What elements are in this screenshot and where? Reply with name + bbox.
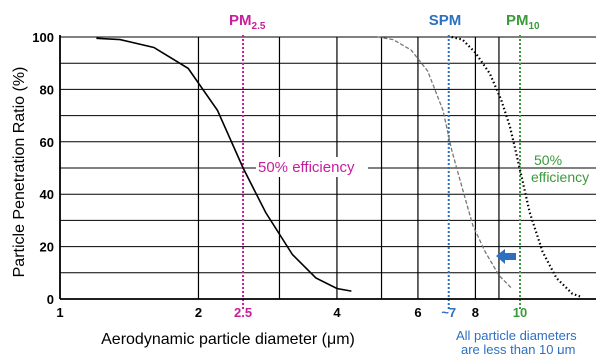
marker-label: SPM bbox=[429, 12, 462, 29]
x-tick-label: 8 bbox=[472, 305, 479, 320]
y-tick-label: 20 bbox=[40, 240, 54, 255]
pm10-efficiency-note-line-2: efficiency bbox=[531, 169, 589, 185]
y-tick-label: 40 bbox=[40, 187, 54, 202]
y-tick-label: 80 bbox=[40, 82, 54, 97]
annotations: 50% efficiency 50%efficiency All particle … bbox=[256, 152, 589, 354]
marker-label-sub: 10 bbox=[529, 21, 541, 32]
marker-label-sub: 2.5 bbox=[252, 21, 266, 32]
series-line-1 bbox=[96, 37, 352, 292]
tick-labels: 0 20 40 60 80 100 1 2 2.5 4 6 ~7 8 10 Aerodynamic part… bbox=[11, 30, 527, 348]
x-tick-label: ~7 bbox=[441, 305, 456, 320]
series-lines bbox=[96, 35, 581, 298]
series-line-2 bbox=[377, 36, 513, 289]
y-tick-label: 0 bbox=[47, 292, 54, 307]
marker-lines: PM2.5 SPM PM10 bbox=[229, 12, 540, 311]
left-arrow-icon bbox=[496, 249, 516, 264]
x-tick-label: 2 bbox=[195, 305, 202, 320]
marker-label: PM10 bbox=[506, 12, 540, 32]
y-tick-label: 60 bbox=[40, 135, 54, 150]
x-tick-label: 4 bbox=[333, 305, 341, 320]
pm25-efficiency-note: 50% efficiency bbox=[258, 159, 355, 176]
x-tick-label: 2.5 bbox=[234, 305, 252, 320]
y-tick-label: 100 bbox=[32, 30, 54, 45]
y-axis-title: Particle Penetration Ratio (%) bbox=[11, 67, 28, 278]
x-tick-label: 1 bbox=[56, 305, 63, 320]
diameter-note-line-1: All particle diameters bbox=[456, 328, 577, 343]
marker-label: PM2.5 bbox=[229, 12, 266, 32]
note-background bbox=[256, 157, 368, 177]
x-tick-label: 6 bbox=[414, 305, 421, 320]
axes bbox=[59, 35, 596, 300]
x-axis-title: Aerodynamic particle diameter (μm) bbox=[101, 331, 355, 348]
pm10-efficiency-note-line-1: 50% bbox=[534, 152, 562, 168]
x-tick-label: 10 bbox=[513, 305, 527, 320]
diameter-note-line-2: are less than 10 μm bbox=[461, 342, 575, 354]
